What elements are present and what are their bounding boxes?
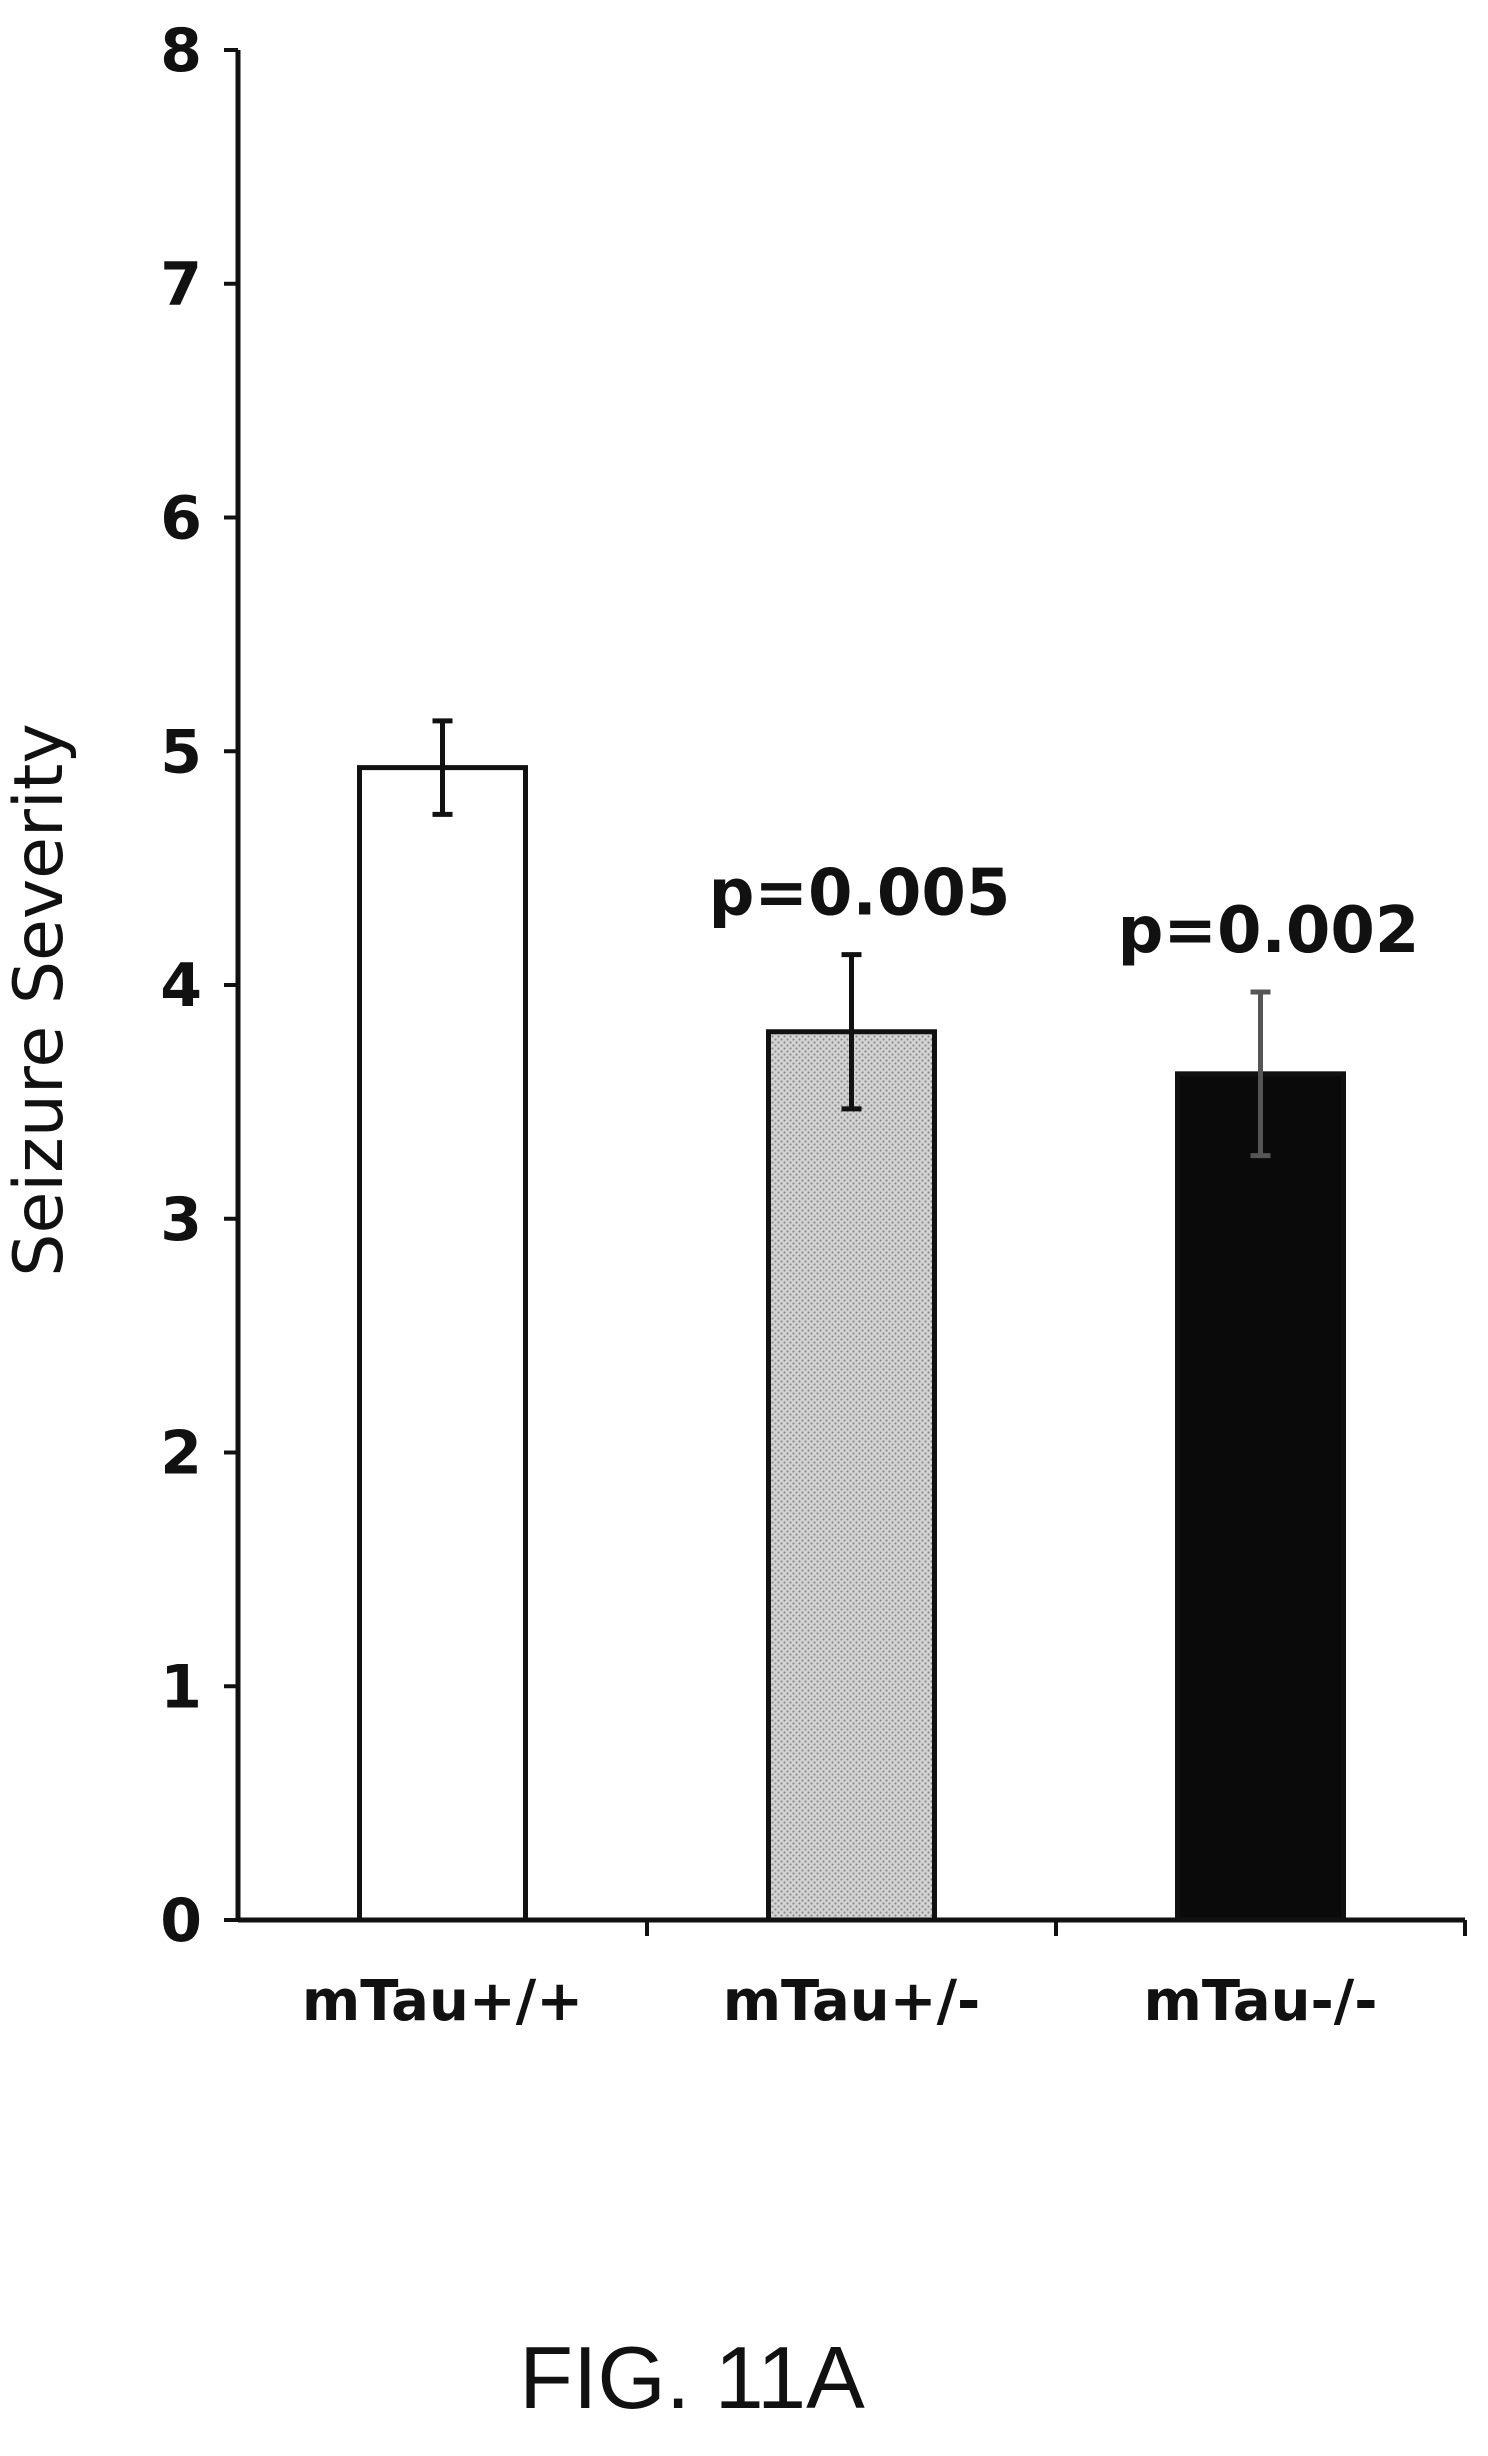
y-tick-label: 5: [160, 717, 202, 787]
x-tick-label: mTau+/+: [302, 1969, 583, 2034]
y-tick-label: 4: [160, 951, 202, 1021]
y-tick-label: 7: [160, 250, 202, 320]
p-value-annotation: p=0.005: [709, 857, 1011, 931]
y-tick-label: 1: [160, 1652, 202, 1722]
x-axis-labels: mTau+/+ mTau+/- mTau-/-: [302, 1969, 1378, 2034]
x-tick-label: mTau+/-: [723, 1969, 981, 2034]
y-tick-label: 8: [160, 16, 202, 86]
x-tick-label: mTau-/-: [1144, 1969, 1378, 2034]
error-bars: [432, 718, 1271, 1159]
y-tick-label: 2: [160, 1419, 202, 1489]
bar-2: [766, 1029, 937, 1923]
y-tick-label: 6: [160, 484, 202, 554]
bars: [357, 765, 1346, 1923]
figure-caption: FIG. 11A: [519, 2328, 865, 2427]
y-tick-label: 0: [160, 1886, 202, 1956]
bar-1: [357, 765, 528, 1923]
y-axis-label: Seizure Severity: [0, 723, 79, 1276]
y-axis-ticks: 0 1 2 3 4 5 6 7 8: [160, 16, 238, 1956]
p-value-annotation: p=0.002: [1118, 894, 1420, 968]
bar-3: [1175, 1071, 1346, 1923]
y-tick-label: 3: [160, 1185, 202, 1255]
annotations: p=0.005 p=0.002: [709, 857, 1420, 968]
